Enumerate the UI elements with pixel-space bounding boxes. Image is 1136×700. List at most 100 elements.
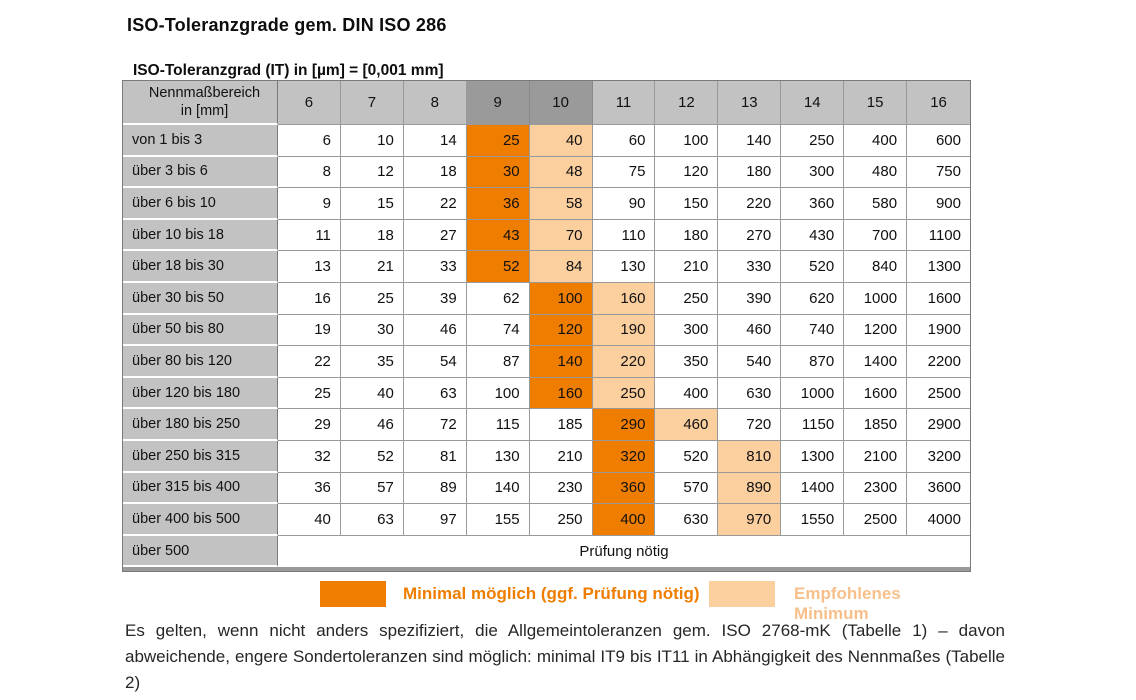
- tolerance-cell: 180: [718, 156, 782, 189]
- tolerance-cell: 520: [655, 440, 719, 473]
- tolerance-cell: 30: [340, 314, 404, 347]
- tolerance-cell: 81: [403, 440, 467, 473]
- tolerance-cell: 35: [340, 346, 404, 378]
- tolerance-cell: 2300: [844, 472, 908, 505]
- tolerance-cell: 810: [718, 440, 782, 473]
- tolerance-cell: 390: [718, 282, 782, 315]
- it-grade-header-12: 12: [655, 81, 719, 125]
- tolerance-cell: 150: [655, 188, 719, 220]
- tolerance-cell: 740: [781, 314, 845, 347]
- tolerance-cell: 1400: [844, 346, 908, 378]
- tolerance-cell: 33: [403, 251, 467, 283]
- tolerance-cell: 1000: [781, 377, 845, 410]
- tolerance-cell: 1000: [844, 282, 908, 315]
- tolerance-cell: 190: [592, 314, 656, 347]
- tolerance-cell: 15: [340, 188, 404, 220]
- tolerance-cell: 46: [403, 314, 467, 347]
- tolerance-cell: 1150: [781, 409, 845, 441]
- tolerance-cell: 250: [529, 504, 593, 536]
- row-label: über 18 bis 30: [123, 251, 278, 283]
- tolerance-cell: 3200: [907, 440, 970, 473]
- tolerance-cell: 52: [340, 440, 404, 473]
- tolerance-cell: 330: [718, 251, 782, 283]
- tolerance-cell: 11: [278, 219, 341, 252]
- tolerance-cell: 110: [592, 219, 656, 252]
- tolerance-cell: 72: [403, 409, 467, 441]
- tolerance-cell: 22: [278, 346, 341, 378]
- tolerance-cell: 600: [907, 125, 970, 157]
- tolerance-cell: 46: [340, 409, 404, 441]
- tolerance-cell: 320: [592, 440, 656, 473]
- tolerance-cell: 6: [278, 125, 341, 157]
- tolerance-cell: 220: [718, 188, 782, 220]
- row-label: über 30 bis 50: [123, 282, 278, 315]
- tolerance-cell: 13: [278, 251, 341, 283]
- tolerance-cell: 350: [655, 346, 719, 378]
- tolerance-cell: 520: [781, 251, 845, 283]
- pruefung-noetig-cell: Prüfung nötig: [278, 535, 970, 568]
- tolerance-cell: 400: [655, 377, 719, 410]
- tolerance-cell: 25: [466, 125, 530, 157]
- legend-swatch-minimal: [320, 581, 386, 607]
- tolerance-cell: 630: [655, 504, 719, 536]
- tolerance-cell: 430: [781, 219, 845, 252]
- tolerance-cell: 840: [844, 251, 908, 283]
- row-label: über 250 bis 315: [123, 440, 278, 473]
- tolerance-cell: 250: [781, 125, 845, 157]
- tolerance-cell: 10: [340, 125, 404, 157]
- tolerance-cell: 185: [529, 409, 593, 441]
- tolerance-cell: 3600: [907, 472, 970, 505]
- tolerance-cell: 400: [844, 125, 908, 157]
- tolerance-cell: 36: [466, 188, 530, 220]
- tolerance-cell: 290: [592, 409, 656, 441]
- tolerance-cell: 14: [403, 125, 467, 157]
- tolerance-cell: 58: [529, 188, 593, 220]
- tolerance-cell: 155: [466, 504, 530, 536]
- tolerance-cell: 210: [655, 251, 719, 283]
- tolerance-cell: 75: [592, 156, 656, 189]
- tolerance-cell: 1550: [781, 504, 845, 536]
- page-subtitle: ISO-Toleranzgrad (IT) in [µm] = [0,001 m…: [133, 61, 444, 79]
- it-grade-header-8: 8: [403, 81, 467, 125]
- tolerance-cell: 90: [592, 188, 656, 220]
- tolerance-cell: 400: [592, 504, 656, 536]
- row-label: über 80 bis 120: [123, 346, 278, 378]
- tolerance-cell: 63: [340, 504, 404, 536]
- tolerance-cell: 4000: [907, 504, 970, 536]
- tolerance-cell: 100: [466, 377, 530, 410]
- tolerance-cell: 360: [781, 188, 845, 220]
- tolerance-cell: 140: [718, 125, 782, 157]
- tolerance-cell: 230: [529, 472, 593, 505]
- it-grade-header-11: 11: [592, 81, 656, 125]
- tolerance-cell: 620: [781, 282, 845, 315]
- tolerance-cell: 63: [403, 377, 467, 410]
- tolerance-cell: 750: [907, 156, 970, 189]
- tolerance-cell: 870: [781, 346, 845, 378]
- tolerance-cell: 460: [718, 314, 782, 347]
- it-grade-header-14: 14: [781, 81, 845, 125]
- tolerance-cell: 890: [718, 472, 782, 505]
- tolerance-cell: 1400: [781, 472, 845, 505]
- tolerance-cell: 29: [278, 409, 341, 441]
- tolerance-cell: 89: [403, 472, 467, 505]
- tolerance-cell: 25: [278, 377, 341, 410]
- tolerance-cell: 140: [529, 346, 593, 378]
- tolerance-cell: 250: [655, 282, 719, 315]
- tolerance-cell: 2500: [844, 504, 908, 536]
- tolerance-cell: 1300: [907, 251, 970, 283]
- tolerance-cell: 100: [655, 125, 719, 157]
- tolerance-cell: 250: [592, 377, 656, 410]
- row-label: von 1 bis 3: [123, 125, 278, 157]
- tolerance-cell: 27: [403, 219, 467, 252]
- tolerance-cell: 970: [718, 504, 782, 536]
- tolerance-cell: 40: [529, 125, 593, 157]
- legend-label-minimal: Minimal möglich (ggf. Prüfung nötig): [403, 584, 700, 603]
- tolerance-cell: 97: [403, 504, 467, 536]
- tolerance-cell: 360: [592, 472, 656, 505]
- row-label: über 500: [123, 535, 278, 568]
- tolerance-cell: 40: [278, 504, 341, 536]
- it-grade-header-6: 6: [278, 81, 341, 125]
- tolerance-cell: 160: [529, 377, 593, 410]
- tolerance-cell: 120: [529, 314, 593, 347]
- table-bottom-strip: [123, 567, 970, 572]
